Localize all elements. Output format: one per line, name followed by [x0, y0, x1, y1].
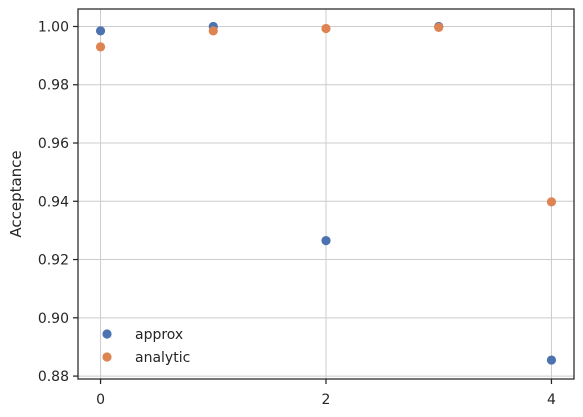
x-tick-label: 4: [547, 392, 556, 408]
y-tick-label: 0.88: [38, 369, 69, 385]
y-tick-label: 1.00: [38, 19, 69, 35]
analytic-point: [434, 22, 444, 32]
analytic-point: [95, 42, 106, 52]
legend-marker-analytic: [102, 352, 112, 362]
legend: approx analytic: [102, 327, 190, 366]
data-points: [95, 21, 557, 365]
approx-point: [95, 26, 106, 36]
y-tick-label: 0.92: [38, 253, 69, 269]
y-tick-label: 0.98: [38, 78, 69, 94]
x-tick-label: 2: [322, 392, 331, 408]
y-tick-label: 0.96: [38, 136, 69, 152]
analytic-point: [321, 23, 331, 34]
legend-label-approx: approx: [135, 327, 183, 343]
x-tick-label: 0: [96, 392, 105, 408]
y-tick-label: 0.94: [38, 194, 69, 210]
approx-point: [321, 236, 331, 246]
axis-ticks: 0.88 0.90 0.92 0.94 0.96 0.98 1.00 0 2 4: [38, 19, 556, 408]
legend-marker-approx: [102, 329, 112, 339]
analytic-point: [546, 197, 557, 207]
grid: [78, 9, 574, 379]
legend-label-analytic: analytic: [135, 350, 190, 366]
analytic-point: [208, 26, 218, 36]
y-axis-title: Acceptance: [7, 150, 25, 237]
approx-point: [546, 355, 557, 365]
y-tick-label: 0.90: [38, 311, 69, 327]
